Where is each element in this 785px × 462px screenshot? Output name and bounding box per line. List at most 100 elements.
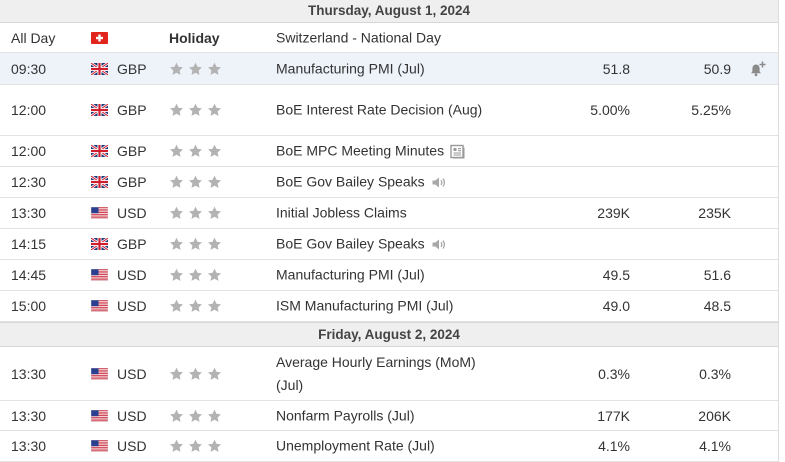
event-row[interactable]: 13:30 USD Unemployment Rate (Jul) 4.1% 4.1% (0, 431, 778, 462)
actual-value: 177K (597, 407, 630, 424)
star-icon (169, 237, 184, 252)
event-name[interactable]: Nonfarm Payrolls (Jul) (276, 404, 496, 427)
star-icon (169, 144, 184, 159)
event-name-text[interactable]: BoE MPC Meeting Minutes (276, 142, 445, 159)
event-row[interactable]: 14:45 USD Manufacturing PMI (Jul) 49.5 51.6 (0, 260, 778, 291)
event-row[interactable]: 13:30 USD Initial Jobless Claims 239K 235K (0, 198, 778, 229)
forecast-value: 5.25% (691, 102, 731, 118)
event-name-text[interactable]: BoE Gov Bailey Speaks (276, 173, 425, 190)
event-name[interactable]: BoE Interest Rate Decision (Aug) (276, 99, 496, 122)
forecast-value: 51.6 (703, 267, 731, 283)
star-icon (188, 61, 203, 76)
speaker-icon[interactable] (431, 176, 447, 190)
currency-code: GBP (117, 60, 147, 77)
event-row[interactable]: 12:00 GBP BoE MPC Meeting Minutes (0, 136, 778, 167)
event-name-text[interactable]: ISM Manufacturing PMI (Jul) (276, 297, 454, 314)
star-icon (207, 299, 222, 314)
star-icon (207, 366, 222, 381)
star-icon (188, 439, 203, 454)
star-icon (169, 175, 184, 190)
event-row[interactable]: 13:30 USD Average Hourly Earnings (MoM) (J… (0, 347, 778, 401)
event-name[interactable]: BoE MPC Meeting Minutes (276, 140, 496, 163)
star-icon (188, 206, 203, 221)
event-time: 09:30 (11, 60, 47, 77)
star-icon (169, 299, 184, 314)
importance-stars (169, 103, 222, 118)
currency-code: USD (117, 298, 147, 314)
currency-code: GBP (117, 236, 147, 252)
speaker-icon[interactable] (431, 238, 447, 252)
actual-value: 4.1% (598, 438, 630, 454)
event-time: 12:00 (11, 143, 47, 159)
event-time: 13:30 (11, 407, 47, 424)
event-name-text[interactable]: Initial Jobless Claims (276, 204, 407, 221)
event-name[interactable]: ISM Manufacturing PMI (Jul) (276, 295, 496, 318)
importance-stars (169, 61, 222, 76)
importance-stars (169, 144, 222, 159)
event-name-text[interactable]: BoE Interest Rate Decision (Aug) (276, 101, 483, 118)
event-name-text[interactable]: Average Hourly Earnings (MoM) (Jul) (276, 353, 476, 393)
switzerland-flag (91, 31, 108, 44)
star-icon (207, 206, 222, 221)
importance-stars (169, 206, 222, 221)
event-name[interactable]: Switzerland - National Day (276, 26, 496, 49)
event-row[interactable]: 09:30 GBP Manufacturing PMI (Jul) 51.8 50.9 (0, 53, 778, 85)
us-flag (91, 440, 108, 452)
event-name[interactable]: Manufacturing PMI (Jul) (276, 264, 496, 287)
event-time: 13:30 (11, 205, 47, 221)
star-icon (169, 366, 184, 381)
event-row[interactable]: 14:15 GBP BoE Gov Bailey Speaks (0, 229, 778, 260)
uk-flag (91, 62, 108, 75)
forecast-value: 0.3% (699, 365, 731, 382)
star-icon (169, 103, 184, 118)
event-time: 14:15 (11, 236, 47, 252)
currency-code: USD (117, 407, 147, 424)
star-icon (169, 408, 184, 423)
currency-code: USD (117, 205, 147, 221)
document-icon[interactable] (450, 145, 466, 159)
star-icon (169, 439, 184, 454)
star-icon (188, 237, 203, 252)
us-flag (91, 269, 108, 281)
currency-code: GBP (117, 102, 147, 118)
event-name[interactable]: Manufacturing PMI (Jul) (276, 57, 496, 80)
event-name[interactable]: Unemployment Rate (Jul) (276, 435, 496, 458)
importance-stars (169, 237, 222, 252)
star-icon (207, 268, 222, 283)
currency-code: USD (117, 438, 147, 454)
event-time: 14:45 (11, 267, 47, 283)
uk-flag (91, 104, 108, 116)
event-name-text[interactable]: Unemployment Rate (Jul) (276, 437, 435, 454)
event-name-text[interactable]: Nonfarm Payrolls (Jul) (276, 407, 415, 423)
star-icon (207, 439, 222, 454)
forecast-value: 4.1% (699, 438, 731, 454)
bell-plus-icon[interactable] (749, 60, 767, 78)
importance-stars (169, 408, 222, 423)
holiday-label: Holiday (169, 29, 220, 46)
event-name[interactable]: BoE Gov Bailey Speaks (276, 171, 496, 194)
event-time: 12:00 (11, 102, 47, 118)
actual-value: 49.0 (602, 298, 630, 314)
event-name-text[interactable]: Manufacturing PMI (Jul) (276, 266, 425, 283)
event-row[interactable]: 13:30 USD Nonfarm Payrolls (Jul) 177K 206K (0, 401, 778, 431)
actual-value: 51.8 (602, 60, 630, 77)
star-icon (188, 175, 203, 190)
event-name[interactable]: Initial Jobless Claims (276, 202, 496, 225)
event-name[interactable]: Average Hourly Earnings (MoM) (Jul) (276, 351, 496, 397)
event-row[interactable]: 15:00 USD ISM Manufacturing PMI (Jul) 49.0 4… (0, 291, 778, 322)
event-name-text[interactable]: Manufacturing PMI (Jul) (276, 60, 425, 76)
event-name-text[interactable]: BoE Gov Bailey Speaks (276, 235, 425, 252)
date-header: Friday, August 2, 2024 (0, 322, 778, 347)
event-row[interactable]: 12:30 GBP BoE Gov Bailey Speaks (0, 167, 778, 198)
event-name-text[interactable]: Switzerland - National Day (276, 29, 441, 45)
event-name[interactable]: BoE Gov Bailey Speaks (276, 233, 496, 256)
us-flag (91, 367, 108, 380)
holiday-row[interactable]: All Day Holiday Switzerland - National Day (0, 23, 778, 53)
importance-stars (169, 268, 222, 283)
star-icon (207, 237, 222, 252)
currency-code: GBP (117, 143, 147, 159)
forecast-value: 235K (698, 205, 731, 221)
star-icon (207, 103, 222, 118)
star-icon (188, 366, 203, 381)
event-row[interactable]: 12:00 GBP BoE Interest Rate Decision (Aug)… (0, 85, 778, 136)
